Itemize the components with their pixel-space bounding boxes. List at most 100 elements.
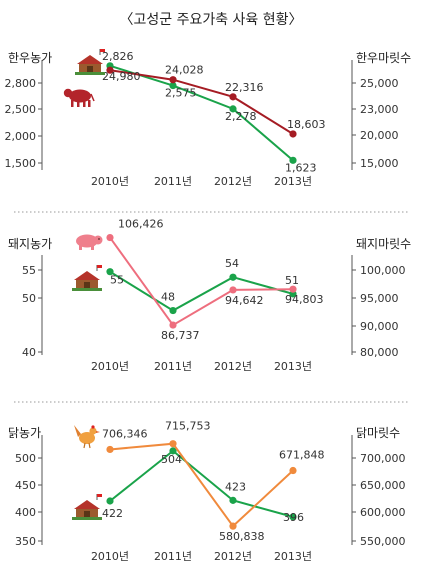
x-tick-label: 2011년 (154, 360, 192, 373)
data-label: 504 (161, 453, 182, 466)
pig-icon (76, 234, 103, 250)
right-tick-label: 550,000 (360, 535, 406, 548)
right-tick-label: 700,000 (360, 452, 406, 465)
data-point (229, 93, 237, 101)
right-tick-label: 650,000 (360, 479, 406, 492)
data-point (106, 445, 114, 454)
rooster-icon (74, 425, 100, 449)
x-tick-label: 2010년 (91, 175, 129, 188)
x-tick-label: 2010년 (91, 360, 129, 373)
x-tick-label: 2012년 (214, 550, 252, 563)
farmhouse-icon (72, 265, 102, 291)
data-label: 24,980 (102, 70, 141, 83)
data-label: 22,316 (225, 81, 264, 94)
left-tick-label: 2,800 (5, 77, 37, 90)
chart-panel-2: 돼지농가 돼지마릿수 40 50 55 80,000 90,000 95,000 100,000… (8, 211, 411, 373)
farmhouse-icon (72, 494, 102, 520)
left-tick-label: 500 (15, 452, 36, 465)
right-tick-label: 23,000 (360, 103, 399, 116)
data-point (229, 105, 237, 113)
data-label: 1,623 (285, 161, 317, 174)
left-tick-label: 40 (22, 346, 36, 359)
data-label: 24,028 (165, 64, 204, 77)
data-point (169, 440, 177, 448)
data-point (106, 497, 114, 505)
data-label: 86,737 (161, 329, 200, 342)
data-label: 18,603 (287, 118, 326, 131)
data-label: 94,642 (225, 294, 264, 307)
data-label: 2,575 (165, 87, 197, 100)
right-tick-label: 15,000 (360, 157, 399, 170)
data-point (169, 447, 177, 455)
data-label: 94,803 (285, 293, 324, 306)
data-point (169, 321, 177, 329)
right-tick-label: 80,000 (360, 346, 399, 359)
data-label: 580,838 (219, 530, 265, 543)
left-tick-label: 350 (15, 535, 36, 548)
x-tick-label: 2012년 (214, 360, 252, 373)
data-point (289, 156, 297, 164)
data-point (289, 130, 297, 138)
cow-icon (63, 88, 95, 107)
data-point (106, 233, 114, 242)
chart-title: 〈고성군 주요가축 사육 현황〉 (119, 12, 302, 28)
left-tick-label: 1,500 (5, 157, 37, 170)
data-point (289, 285, 297, 293)
series-line (109, 236, 294, 327)
data-label: 54 (225, 257, 239, 270)
data-label: 51 (285, 274, 299, 287)
left-tick-label: 2,500 (5, 103, 37, 116)
left-axis-label: 한우농가 (8, 51, 52, 65)
right-axis-label: 돼지마릿수 (356, 237, 411, 251)
farmhouse-icon (75, 49, 105, 75)
data-point (229, 522, 237, 530)
data-label: 422 (102, 507, 123, 520)
x-tick-label: 2011년 (154, 550, 192, 563)
right-axis-label: 한우마릿수 (356, 51, 411, 65)
data-label: 423 (225, 480, 246, 493)
data-label: 48 (161, 291, 175, 304)
data-point (106, 66, 114, 74)
left-axis-label: 닭농가 (8, 426, 41, 440)
data-label: 2,278 (225, 110, 257, 123)
data-point (169, 81, 177, 90)
data-point (229, 496, 237, 504)
right-tick-label: 90,000 (360, 320, 399, 333)
left-axis-label: 돼지농가 (8, 237, 52, 251)
series-line (109, 270, 294, 312)
data-point (229, 273, 237, 281)
data-label: 106,426 (118, 218, 164, 231)
data-label: 706,346 (102, 427, 148, 440)
data-point (169, 306, 177, 315)
left-tick-label: 2,000 (5, 130, 37, 143)
right-tick-label: 25,000 (360, 77, 399, 90)
series-line (109, 69, 294, 135)
chart-panel-3: 닭농가 닭마릿수 350 400 450 500 550,000 600,000 650,000… (8, 401, 409, 563)
data-point (169, 76, 177, 84)
series-line (109, 449, 294, 518)
data-label: 671,848 (279, 449, 325, 462)
x-tick-label: 2013년 (274, 360, 312, 373)
left-tick-label: 400 (15, 506, 36, 519)
x-tick-label: 2013년 (274, 175, 312, 188)
data-point (106, 268, 114, 276)
right-tick-label: 600,000 (360, 506, 406, 519)
data-label: 715,753 (165, 420, 211, 433)
data-label: 2,826 (102, 50, 134, 63)
left-tick-label: 50 (22, 292, 36, 305)
data-point (289, 513, 297, 521)
data-point (289, 466, 297, 475)
right-axis-label: 닭마릿수 (356, 426, 400, 440)
chart-panel-1: 한우농가 한우마릿수 1,500 2,000 2,500 2,800 15,000 20,00… (5, 49, 411, 188)
right-tick-label: 95,000 (360, 292, 399, 305)
data-point (229, 286, 237, 294)
left-tick-label: 450 (15, 479, 36, 492)
series-line (109, 442, 294, 528)
x-tick-label: 2013년 (274, 550, 312, 563)
x-tick-label: 2012년 (214, 175, 252, 188)
x-tick-label: 2011년 (154, 175, 192, 188)
data-label: 396 (283, 511, 304, 524)
right-tick-label: 20,000 (360, 129, 399, 142)
